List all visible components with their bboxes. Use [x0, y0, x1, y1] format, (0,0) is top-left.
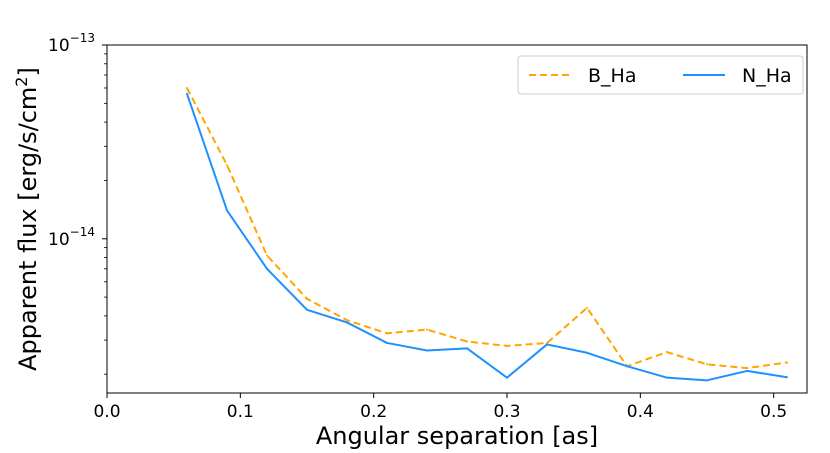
data-point-n-ha	[746, 369, 748, 372]
y-tick-label: 10−14	[48, 225, 95, 250]
data-point-b-ha	[466, 340, 468, 343]
x-tick-label: 0.1	[227, 402, 254, 422]
y-tick-exponent: −13	[70, 31, 95, 45]
data-point-b-ha	[346, 319, 348, 322]
data-point-n-ha	[186, 92, 188, 95]
x-tick-label: 0.2	[360, 402, 387, 422]
y-axis-label-close: ]	[14, 67, 42, 76]
data-point-b-ha	[546, 341, 548, 344]
legend-label-n-ha: N_Ha	[742, 65, 792, 87]
data-point-n-ha	[426, 349, 428, 352]
x-tick-label: 0.4	[627, 402, 654, 422]
data-point-b-ha	[186, 86, 188, 89]
data-point-n-ha	[706, 379, 708, 382]
data-point-b-ha	[786, 361, 788, 364]
y-axis-label: Apparent flux [erg/s/cm2]	[12, 67, 42, 371]
legend-label-b-ha: B_Ha	[588, 65, 636, 87]
data-point-n-ha	[386, 341, 388, 344]
y-tick-base: 10	[48, 230, 70, 250]
data-point-n-ha	[546, 343, 548, 346]
data-point-b-ha	[746, 367, 748, 370]
x-tick-label: 0.3	[493, 402, 520, 422]
y-tick-exponent: −14	[70, 225, 95, 239]
y-tick-base: 10	[48, 36, 70, 56]
series-line-b-ha	[186, 87, 788, 370]
x-tick-label: 0.5	[760, 402, 787, 422]
data-point-n-ha	[466, 347, 468, 350]
data-point-n-ha	[506, 376, 508, 379]
data-point-b-ha	[506, 344, 508, 347]
data-point-b-ha	[706, 363, 708, 366]
data-point-n-ha	[626, 365, 628, 368]
legend-box	[517, 55, 804, 95]
data-point-n-ha	[346, 321, 348, 324]
x-axis-ticks: 0.0 0.1 0.2 0.3 0.4 0.5	[93, 393, 787, 422]
data-point-n-ha	[306, 308, 308, 311]
data-point-b-ha	[306, 297, 308, 300]
data-point-n-ha	[586, 351, 588, 354]
data-point-n-ha	[226, 209, 228, 212]
y-axis-label-superscript: 2	[12, 77, 31, 87]
legend: B_Ha N_Ha	[517, 55, 804, 95]
x-axis-label: Angular separation [as]	[316, 422, 598, 450]
data-point-n-ha	[786, 376, 788, 379]
data-point-n-ha	[666, 376, 668, 379]
data-point-b-ha	[226, 164, 228, 167]
plot-frame	[106, 44, 808, 394]
data-point-b-ha	[386, 332, 388, 335]
y-tick-label: 10−13	[48, 31, 95, 56]
x-tick-label: 0.0	[93, 402, 120, 422]
data-point-b-ha	[266, 254, 268, 257]
data-point-b-ha	[426, 328, 428, 331]
data-point-b-ha	[586, 306, 588, 309]
y-axis-label-main: Apparent flux [erg/s/cm	[14, 87, 42, 371]
series-line-n-ha	[186, 93, 788, 382]
plot-lines	[186, 86, 788, 382]
data-point-b-ha	[666, 351, 668, 354]
data-point-n-ha	[266, 267, 268, 270]
